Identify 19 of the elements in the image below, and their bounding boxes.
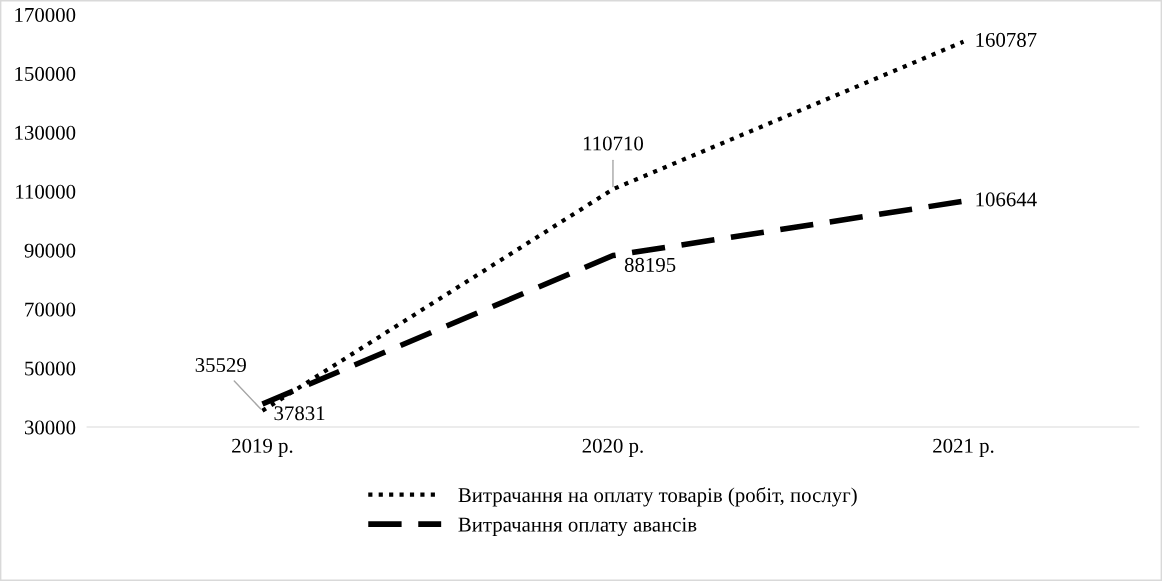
y-tick-label: 150000 [15, 66, 76, 81]
x-tick-label: 2019 р. [232, 438, 293, 458]
x-tick-label: 2021 р. [933, 438, 994, 458]
y-tick-label: 90000 [24, 243, 76, 258]
data-label: 160787 [976, 32, 1037, 47]
y-tick-label: 110000 [16, 184, 76, 199]
legend-label: Витрачання оплату авансів [458, 517, 697, 536]
x-tick-label: 2020 р. [582, 438, 643, 458]
data-label: 35529 [195, 358, 246, 373]
legend-label: Витрачання на оплату товарів (робіт, послуг) [458, 487, 857, 507]
y-tick-label: 50000 [25, 361, 76, 376]
y-tick-label: 170000 [15, 7, 76, 22]
y-tick-label: 30000 [24, 420, 76, 435]
data-label: 106644 [976, 192, 1037, 207]
y-tick-label: 70000 [25, 302, 76, 317]
data-label: 110710 [583, 136, 644, 151]
y-tick-label: 130000 [15, 125, 76, 140]
data-label: 88195 [624, 257, 676, 272]
data-label: 37831 [274, 406, 325, 421]
